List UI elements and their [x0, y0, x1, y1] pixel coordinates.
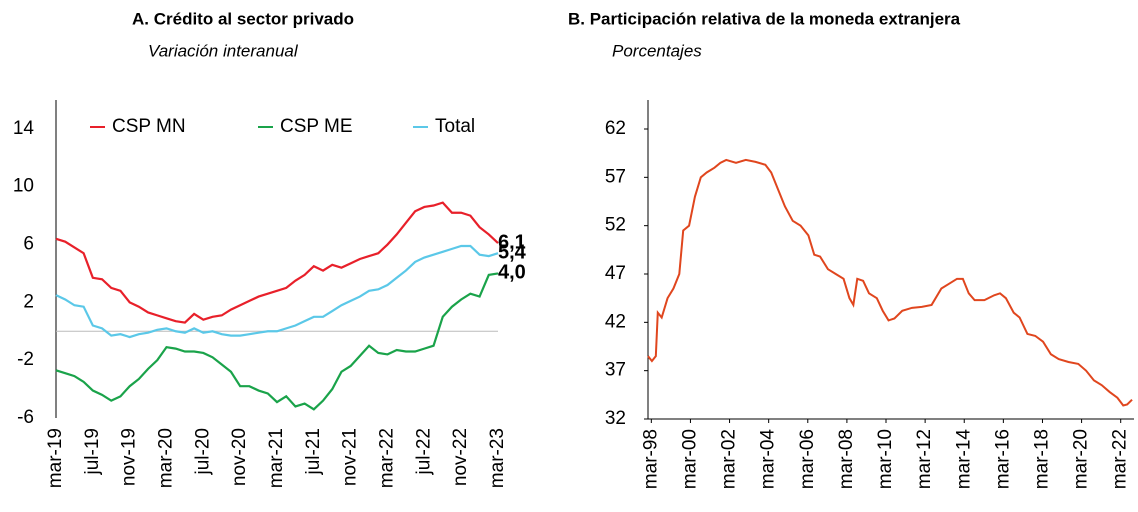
- legend-label: CSP MN: [112, 116, 186, 137]
- end-label: 5,4: [498, 241, 527, 263]
- chart-subtitle: Porcentajes: [612, 41, 702, 60]
- x-tick-label: nov-21: [340, 428, 361, 486]
- x-tick-label: mar-23: [487, 428, 508, 488]
- x-tick-label: mar-22: [377, 428, 398, 488]
- y-tick-label: 14: [13, 118, 35, 139]
- y-tick-label: 42: [605, 311, 626, 332]
- y-tick-label: 2: [23, 291, 34, 312]
- y-tick-label: 37: [605, 360, 626, 381]
- legend-label: Total: [435, 116, 475, 137]
- x-tick-label: mar-20: [1071, 429, 1092, 489]
- x-tick-label: mar-16: [992, 429, 1013, 489]
- x-tick-label: nov-19: [119, 428, 140, 486]
- series-line: [55, 272, 499, 411]
- series-line: [647, 158, 1133, 407]
- y-tick-label: 57: [605, 166, 626, 187]
- y-tick-label: -6: [17, 407, 34, 428]
- series-line: [55, 201, 499, 324]
- y-tick-label: 52: [605, 215, 626, 236]
- x-tick-label: mar-19: [45, 428, 66, 488]
- y-tick-label: 62: [605, 118, 626, 139]
- x-tick-label: jul-19: [82, 428, 103, 475]
- x-tick-label: jul-20: [192, 428, 213, 475]
- chart-title: A. Crédito al sector privado: [132, 9, 354, 28]
- y-tick-label: 32: [605, 408, 626, 429]
- x-tick-label: mar-10: [875, 429, 896, 489]
- x-tick-label: jul-22: [413, 428, 434, 475]
- end-label: 4,0: [498, 262, 526, 284]
- chart-subtitle: Variación interanual: [148, 41, 299, 60]
- x-tick-label: mar-08: [836, 429, 857, 489]
- y-tick-label: 47: [605, 263, 626, 284]
- x-tick-label: nov-22: [450, 428, 471, 486]
- x-tick-label: mar-22: [1110, 429, 1131, 489]
- y-tick-label: 10: [13, 176, 34, 197]
- y-tick-label: 6: [23, 234, 34, 255]
- x-tick-label: mar-98: [640, 429, 661, 489]
- x-tick-label: mar-00: [679, 429, 700, 489]
- x-tick-label: mar-12: [914, 429, 935, 489]
- x-tick-label: mar-04: [758, 429, 779, 490]
- end-label: 6,1: [498, 231, 526, 253]
- x-tick-label: mar-02: [719, 429, 740, 489]
- x-tick-label: mar-18: [1031, 429, 1052, 489]
- x-tick-label: mar-06: [797, 429, 818, 489]
- y-tick-label: -2: [17, 349, 34, 370]
- x-tick-label: jul-21: [303, 428, 324, 475]
- x-tick-label: mar-20: [156, 428, 177, 488]
- x-tick-label: nov-20: [229, 428, 250, 486]
- x-tick-label: mar-14: [953, 429, 974, 490]
- series-line: [55, 244, 499, 339]
- chart-title: B. Participación relativa de la moneda e…: [568, 9, 961, 28]
- legend-label: CSP ME: [280, 116, 353, 137]
- x-tick-label: mar-21: [266, 428, 287, 488]
